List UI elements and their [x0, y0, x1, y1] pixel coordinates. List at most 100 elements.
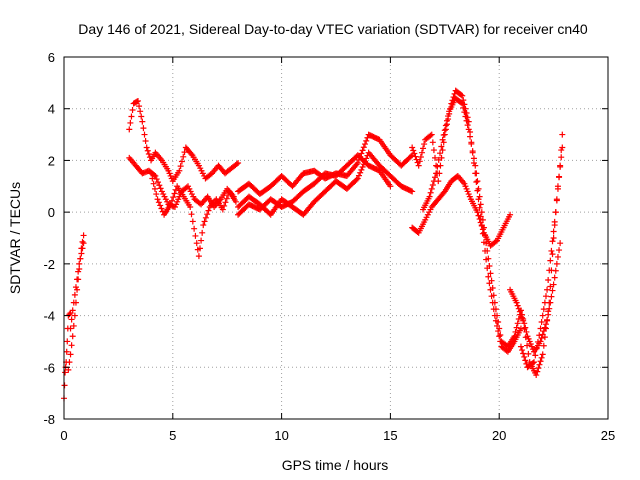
data-point	[128, 113, 135, 120]
data-point	[219, 206, 226, 213]
data-point	[171, 190, 178, 197]
plot-frame	[63, 56, 609, 420]
data-series	[507, 144, 566, 379]
data-point	[418, 149, 425, 156]
data-point	[539, 351, 546, 358]
data-point	[64, 338, 71, 345]
data-point	[429, 139, 436, 146]
data-point	[521, 353, 528, 360]
data-point	[491, 299, 498, 306]
data-point	[547, 257, 554, 264]
data-point	[460, 104, 467, 111]
data-point	[176, 167, 183, 174]
data-point	[548, 293, 555, 300]
data-point	[180, 153, 187, 160]
data-point	[413, 156, 420, 163]
data-point	[522, 357, 529, 364]
data-point	[550, 235, 557, 241]
data-point	[429, 181, 436, 188]
x-axis: 0 5 10 15 20 25	[60, 57, 615, 443]
data-point	[549, 287, 556, 294]
data-point	[204, 211, 211, 218]
data-point	[517, 343, 524, 350]
data-point	[416, 158, 423, 165]
data-point	[433, 170, 440, 177]
data-point	[440, 132, 447, 139]
data-point	[486, 263, 493, 270]
data-point	[205, 207, 212, 214]
data-point	[430, 178, 437, 185]
data-point	[512, 328, 519, 335]
x-tick-label: 10	[274, 428, 288, 443]
data-point	[412, 153, 419, 160]
data-point	[170, 194, 177, 201]
y-tick-label: 0	[48, 205, 55, 220]
data-series	[409, 87, 524, 355]
data-point	[514, 320, 521, 327]
data-point	[533, 372, 540, 379]
data-point	[363, 137, 370, 144]
x-tick-label: 20	[492, 428, 506, 443]
data-point	[485, 273, 492, 280]
data-point	[519, 314, 526, 321]
data-point	[428, 185, 435, 192]
data-point	[533, 345, 540, 352]
data-point	[552, 209, 559, 216]
data-series	[67, 240, 87, 332]
data-point	[427, 132, 434, 139]
data-point	[129, 107, 136, 114]
data-point	[358, 166, 365, 173]
data-point	[461, 109, 468, 116]
data-point	[549, 251, 556, 258]
data-point	[126, 126, 133, 133]
data-point	[511, 333, 518, 340]
data-point	[520, 350, 527, 357]
data-point	[544, 316, 551, 323]
data-point	[465, 126, 472, 133]
data-point	[201, 218, 208, 225]
data-point	[495, 319, 502, 326]
data-point	[545, 277, 552, 284]
data-point	[233, 161, 240, 168]
data-point	[61, 382, 68, 389]
data-point	[558, 147, 565, 154]
x-tick-label: 15	[383, 428, 397, 443]
data-point	[536, 332, 543, 339]
data-point	[440, 189, 447, 196]
data-point	[514, 302, 521, 309]
data-point	[78, 250, 85, 257]
data-point	[198, 237, 205, 244]
data-point	[522, 324, 529, 331]
data-point	[490, 292, 497, 299]
data-point	[494, 312, 501, 319]
data-point	[145, 150, 152, 157]
y-tick-label: 4	[48, 102, 55, 117]
data-point	[439, 147, 446, 154]
data-point	[539, 312, 546, 319]
data-point	[67, 325, 74, 332]
data-series	[409, 172, 514, 249]
data-point	[534, 338, 541, 345]
data-point	[153, 191, 160, 198]
data-point	[141, 131, 148, 138]
data-point	[148, 170, 155, 177]
data-point	[529, 359, 536, 366]
data-point	[155, 179, 162, 186]
data-point	[200, 222, 207, 229]
data-point	[497, 331, 504, 338]
data-point	[354, 175, 361, 182]
data-point	[434, 163, 441, 170]
y-axis-label: SDTVAR / TECUs	[7, 182, 23, 294]
data-point	[443, 117, 450, 124]
data-point	[535, 365, 542, 372]
data-point	[197, 245, 203, 252]
data-point	[459, 92, 466, 99]
data-point	[409, 144, 416, 151]
data-point	[158, 205, 165, 212]
data-point	[464, 122, 471, 129]
data-point	[359, 147, 366, 154]
data-point	[519, 347, 526, 354]
data-point	[469, 148, 476, 155]
data-point	[420, 145, 427, 152]
